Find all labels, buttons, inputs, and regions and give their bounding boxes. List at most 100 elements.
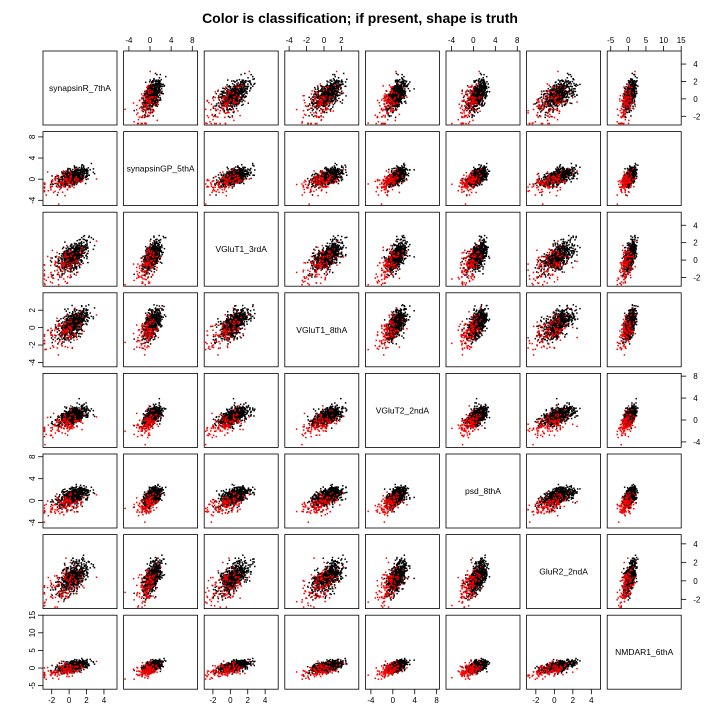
data-point: [570, 74, 572, 76]
data-point: [233, 80, 235, 82]
panel-0-7: [607, 51, 681, 125]
data-point: [217, 109, 219, 111]
data-point: [476, 90, 478, 92]
data-point: [479, 104, 481, 106]
data-point: [212, 119, 214, 121]
data-point: [151, 106, 153, 108]
data-point: [221, 91, 223, 93]
data-point: [217, 116, 219, 118]
data-point: [231, 93, 233, 95]
data-point: [552, 103, 554, 105]
data-point: [240, 88, 242, 90]
data-point: [467, 93, 469, 95]
data-point: [537, 112, 539, 114]
data-point: [205, 122, 207, 124]
data-point: [247, 83, 249, 85]
data-point: [565, 85, 567, 87]
data-point: [484, 92, 486, 94]
data-point: [226, 102, 228, 104]
data-point: [553, 86, 555, 88]
data-point: [392, 91, 394, 93]
data-point: [567, 77, 569, 79]
data-point: [332, 74, 334, 76]
point-group: [367, 71, 414, 125]
data-point: [560, 83, 562, 85]
data-point: [384, 97, 386, 99]
data-point: [399, 79, 401, 81]
data-point: [468, 114, 470, 116]
data-point: [398, 94, 400, 96]
data-point: [323, 96, 325, 98]
data-point: [330, 91, 332, 93]
data-point: [390, 109, 392, 111]
data-point: [458, 103, 460, 105]
data-point: [541, 91, 543, 93]
data-point: [241, 84, 243, 86]
data-point: [402, 80, 404, 82]
data-point: [568, 97, 570, 99]
data-point: [550, 92, 552, 94]
data-point: [405, 91, 407, 93]
data-point: [158, 104, 160, 106]
data-point: [334, 74, 336, 76]
data-point: [402, 83, 404, 85]
data-point: [241, 101, 243, 103]
data-point: [141, 93, 143, 95]
data-point: [470, 94, 472, 96]
data-point: [397, 106, 399, 108]
data-point: [560, 102, 562, 104]
data-point: [148, 107, 150, 109]
data-point: [384, 115, 386, 117]
data-point: [554, 100, 556, 102]
data-point: [316, 100, 318, 102]
data-point: [303, 117, 305, 119]
data-point: [458, 119, 460, 121]
data-point: [550, 108, 552, 110]
data-point: [389, 84, 391, 86]
data-point: [472, 120, 474, 122]
data-point: [479, 96, 481, 98]
data-point: [159, 97, 161, 99]
data-point: [150, 79, 152, 81]
data-point: [479, 78, 481, 80]
data-point: [222, 87, 224, 89]
data-point: [554, 98, 556, 100]
data-point: [569, 93, 571, 95]
data-point: [540, 106, 542, 108]
data-point: [163, 85, 165, 87]
data-point: [480, 90, 482, 92]
data-point: [317, 96, 319, 98]
data-point: [484, 97, 486, 99]
data-point: [243, 97, 245, 99]
data-point: [222, 97, 224, 99]
data-point: [301, 122, 303, 124]
panel-0-6: [527, 51, 601, 125]
data-point: [466, 110, 468, 112]
data-point: [625, 86, 627, 88]
data-point: [311, 93, 313, 95]
data-point: [254, 83, 256, 85]
data-point: [147, 98, 149, 100]
data-point: [326, 84, 328, 86]
data-point: [245, 80, 247, 82]
data-point: [392, 89, 394, 91]
data-point: [527, 110, 529, 112]
data-point: [158, 90, 160, 92]
data-point: [341, 91, 343, 93]
data-point: [333, 110, 335, 112]
data-point: [219, 103, 221, 105]
data-point: [145, 110, 147, 112]
data-point: [383, 95, 385, 97]
data-point: [396, 109, 398, 111]
data-point: [150, 100, 152, 102]
data-point: [556, 102, 558, 104]
data-point: [213, 116, 215, 118]
data-point: [555, 93, 557, 95]
data-point: [386, 96, 388, 98]
data-point: [240, 81, 242, 83]
data-point: [558, 104, 560, 106]
data-point: [218, 97, 220, 99]
data-point: [154, 99, 156, 101]
data-point: [335, 92, 337, 94]
data-point: [561, 91, 563, 93]
